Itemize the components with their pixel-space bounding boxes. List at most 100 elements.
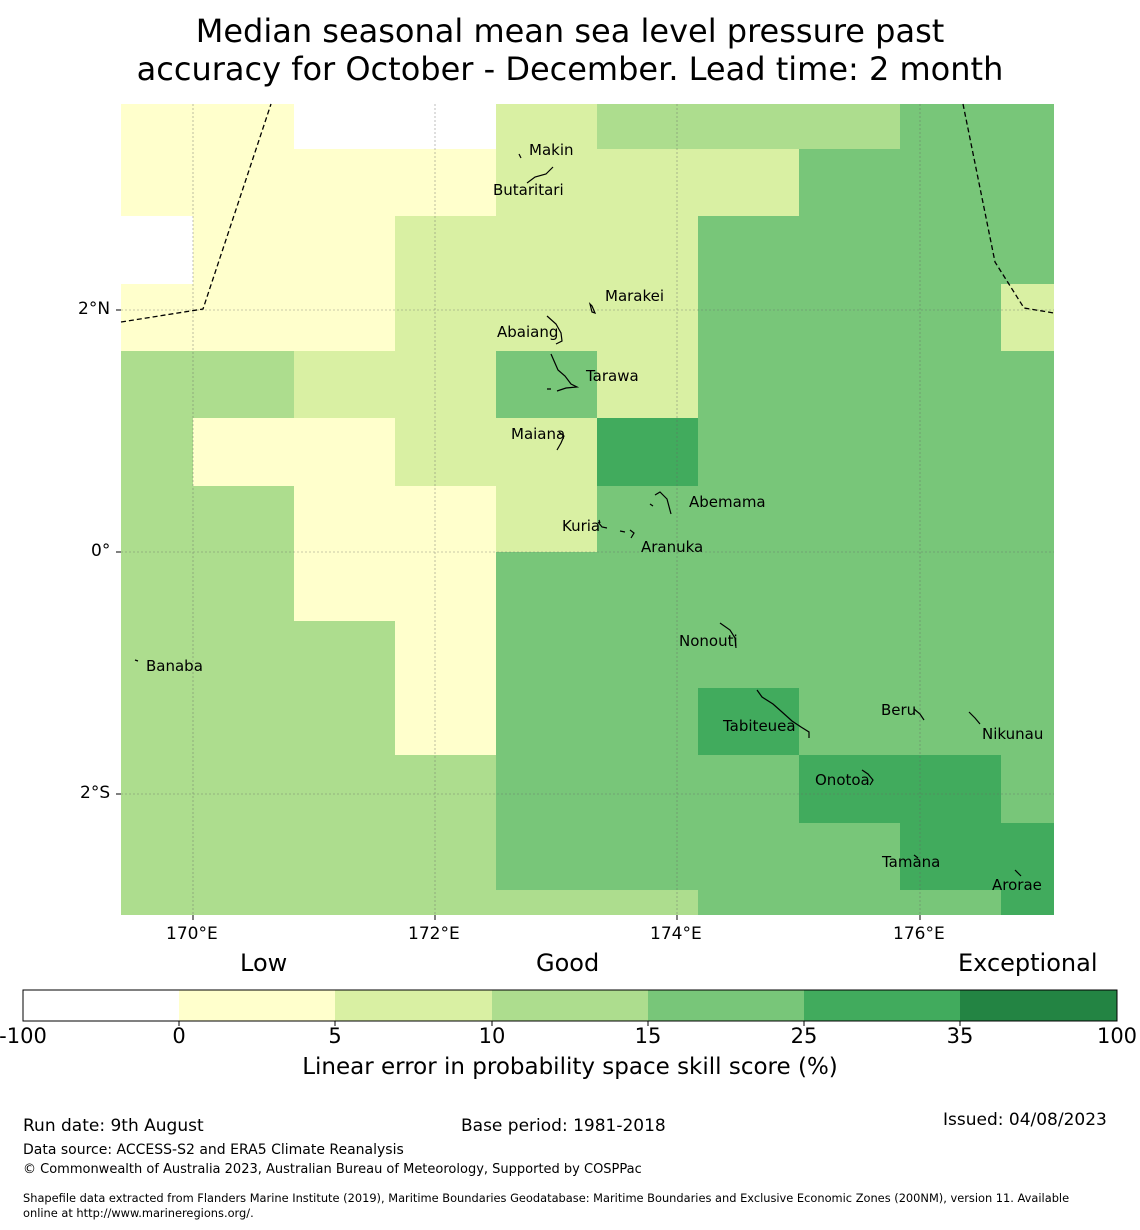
skill-cell (294, 216, 395, 284)
skill-cell (698, 284, 799, 351)
lon-label-170: 170°E (166, 924, 218, 944)
island-label-banaba: Banaba (146, 657, 203, 675)
axis-ticks (116, 309, 921, 920)
skill-cell (900, 351, 1001, 418)
skill-cell (900, 284, 1001, 351)
run-date: Run date: 9th August (23, 1116, 204, 1136)
skill-cell (294, 351, 395, 418)
skill-cell (395, 621, 496, 688)
island-label-maiana: Maiana (511, 425, 566, 443)
nonouti-outline (719, 622, 737, 649)
lat-label-2n: 2°N (78, 299, 111, 319)
skill-cell (395, 284, 496, 351)
skill-cell (799, 351, 900, 418)
colorbar-segment (179, 990, 335, 1021)
island-label-abemama: Abemama (689, 493, 766, 511)
skill-cell (597, 418, 698, 486)
skill-cell (496, 418, 597, 486)
skill-cell (121, 823, 294, 890)
skill-cell (799, 284, 900, 351)
skill-cell (294, 149, 395, 216)
skill-cell (900, 486, 1054, 688)
skill-cell (395, 486, 496, 552)
island-label-makin: Makin (529, 141, 574, 159)
skill-cell (597, 351, 698, 418)
colorbar-tick: 35 (946, 1024, 974, 1048)
marakei-outline (588, 302, 597, 314)
skill-cell (799, 104, 900, 149)
island-label-marakei: Marakei (605, 287, 665, 305)
skill-cell (496, 284, 597, 351)
skill-cell (900, 890, 1001, 915)
skill-cell (496, 351, 597, 418)
skill-cell (496, 149, 597, 216)
tamana-outline (913, 854, 919, 859)
skill-cell (799, 890, 900, 915)
colorbar-tick: 0 (172, 1024, 186, 1048)
skill-cell (799, 418, 900, 486)
colorbar-category-good: Good (536, 949, 600, 977)
makin-outline (518, 153, 522, 159)
skill-cell (799, 486, 900, 552)
colorbar-segment (23, 990, 179, 1021)
colorbar-tick: 15 (634, 1024, 662, 1048)
shapefile-credit-line-1: Shapefile data extracted from Flanders M… (23, 1191, 1070, 1205)
skill-cell (294, 688, 395, 755)
skill-cell (698, 688, 799, 755)
aranuka-outline (619, 529, 635, 539)
skill-cell (597, 688, 698, 755)
abemama-outline (649, 491, 672, 515)
skill-cell (698, 890, 799, 915)
skill-cell (698, 621, 799, 688)
island-outlines (134, 153, 1022, 877)
colorbar-segment (804, 990, 960, 1021)
skill-cell (496, 552, 597, 621)
lon-label-174: 174°E (650, 924, 702, 944)
arorae-outline (1014, 869, 1022, 877)
skill-cell (395, 216, 496, 284)
skill-cell (900, 149, 1001, 216)
skill-cell (193, 418, 294, 486)
skill-cell (395, 418, 496, 486)
island-label-tarawa: Tarawa (586, 367, 639, 385)
skill-cell (597, 149, 698, 216)
eez-boundary (120, 103, 1055, 323)
colorbar-frame (22, 989, 1118, 1022)
skill-cell (121, 284, 193, 351)
title-line-2: accuracy for October - December. Lead ti… (136, 50, 1004, 88)
skill-cell (294, 284, 395, 351)
skill-cell (597, 823, 698, 890)
skill-cell (698, 486, 799, 552)
skill-cell (698, 823, 799, 890)
onotoa-outline (861, 769, 874, 786)
tabiteuea-outline (756, 689, 810, 738)
beru-outline (913, 708, 925, 721)
colorbar-tick: 100 (1096, 1024, 1138, 1048)
colorbar-tick: -100 (0, 1024, 47, 1048)
skill-cell (799, 755, 900, 823)
island-label-onotoa: Onotoa (815, 771, 870, 789)
skill-cell (294, 755, 395, 823)
skill-cell (496, 486, 597, 552)
tarawa-outline (547, 353, 580, 392)
skill-cell (496, 890, 597, 915)
skill-cell (496, 755, 597, 823)
skill-cell (193, 890, 294, 915)
colorbar-title: Linear error in probability space skill … (302, 1054, 838, 1080)
island-label-nonouti: Nonouti (679, 632, 738, 650)
colorbar-segment (960, 990, 1117, 1021)
skill-cell (799, 823, 900, 890)
skill-cell (597, 216, 698, 284)
skill-cell (597, 486, 698, 552)
nikunau-outline (968, 711, 981, 725)
skill-cell (395, 688, 496, 755)
colorbar-ticks (178, 1021, 961, 1026)
skill-cell (597, 104, 698, 149)
graticule (121, 104, 1054, 915)
skill-cell (496, 104, 597, 149)
skill-cell (1001, 149, 1054, 216)
island-label-nikunau: Nikunau (982, 725, 1044, 743)
skill-cell (496, 216, 597, 284)
island-label-beru: Beru (881, 701, 917, 719)
